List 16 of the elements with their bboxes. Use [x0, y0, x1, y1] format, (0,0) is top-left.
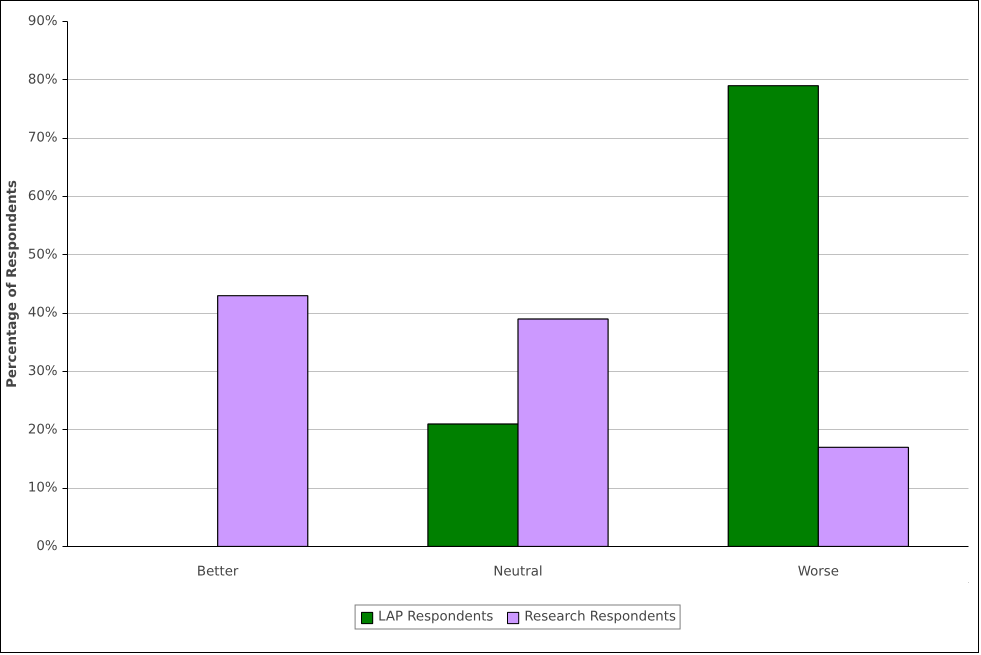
y-tick-label: 30% [28, 364, 58, 379]
x-tick-label: Worse [798, 564, 839, 580]
y-tick-label: 60% [28, 189, 58, 204]
y-tick-label: 10% [28, 480, 58, 496]
y-tick-label: 70% [28, 130, 58, 146]
x-tick-label: Neutral [493, 564, 543, 580]
legend-label: LAP Respondents [378, 610, 494, 624]
y-tick-label: 20% [28, 422, 58, 438]
y-tick-label: 50% [28, 247, 58, 262]
y-tick-label: 40% [28, 306, 58, 321]
x-tick-label: Better [196, 564, 239, 580]
legend-label: Research Respondents [524, 610, 676, 624]
y-tick-label: 80% [28, 72, 58, 88]
y-axis-title: Percentage of Respondents [4, 180, 20, 388]
y-tick-label: 90% [28, 14, 58, 29]
y-tick-label: 0% [36, 539, 58, 554]
